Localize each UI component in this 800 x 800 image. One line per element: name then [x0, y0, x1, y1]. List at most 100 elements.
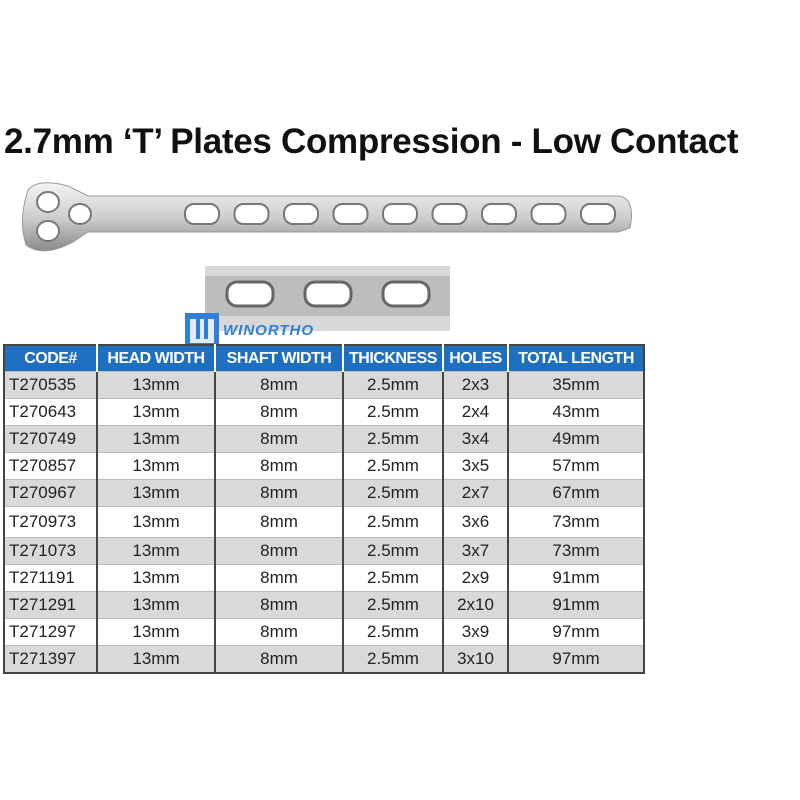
cell-code: T270857 [4, 452, 97, 480]
cell-thickness: 2.5mm [342, 506, 443, 538]
cell-thickness: 2.5mm [342, 591, 443, 619]
cell-holes: 2x10 [442, 591, 508, 619]
cell-total-length: 57mm [507, 452, 644, 480]
cell-total-length: 91mm [507, 591, 644, 619]
column-header-holes: HOLES [442, 345, 508, 372]
column-header-code: CODE# [4, 345, 97, 372]
cell-code: T270535 [4, 371, 97, 399]
cell-shaft-width: 8mm [214, 479, 343, 507]
table-row: T270967 13mm 8mm 2.5mm 2x7 67mm [4, 479, 644, 507]
table-row: T270749 13mm 8mm 2.5mm 3x4 49mm [4, 425, 644, 453]
cell-thickness: 2.5mm [342, 564, 443, 592]
plate-hole [233, 203, 270, 225]
cell-total-length: 73mm [507, 506, 644, 538]
cell-total-length: 43mm [507, 398, 644, 426]
cell-code: T270749 [4, 425, 97, 453]
cell-head-width: 13mm [96, 591, 215, 619]
column-header-head-width: HEAD WIDTH [96, 345, 215, 372]
cell-code: T271291 [4, 591, 97, 619]
cell-shaft-width: 8mm [214, 591, 343, 619]
cell-shaft-width: 8mm [214, 645, 343, 673]
cell-shaft-width: 8mm [214, 564, 343, 592]
cell-head-width: 13mm [96, 479, 215, 507]
cell-shaft-width: 8mm [214, 506, 343, 538]
cell-thickness: 2.5mm [342, 371, 443, 399]
cell-holes: 3x7 [442, 537, 508, 565]
table-row: T270857 13mm 8mm 2.5mm 3x5 57mm [4, 452, 644, 480]
cell-code: T271297 [4, 618, 97, 646]
cell-thickness: 2.5mm [342, 425, 443, 453]
winortho-logo: WINORTHO [185, 313, 314, 347]
cell-code: T270643 [4, 398, 97, 426]
table-row: T271297 13mm 8mm 2.5mm 3x9 97mm [4, 618, 644, 646]
cell-shaft-width: 8mm [214, 425, 343, 453]
cell-code: T270973 [4, 506, 97, 538]
cell-head-width: 13mm [96, 371, 215, 399]
column-header-total-length: TOTAL LENGTH [507, 345, 644, 372]
cell-holes: 3x6 [442, 506, 508, 538]
plate-hole [431, 203, 468, 225]
plate-hole [530, 203, 567, 225]
table-row: T270973 13mm 8mm 2.5mm 3x6 73mm [4, 506, 644, 538]
cell-total-length: 97mm [507, 645, 644, 673]
cell-holes: 2x9 [442, 564, 508, 592]
logo-text: WINORTHO [223, 321, 315, 339]
cell-holes: 2x3 [442, 371, 508, 399]
cell-shaft-width: 8mm [214, 398, 343, 426]
cell-shaft-width: 8mm [214, 618, 343, 646]
t-plate-image [22, 182, 632, 252]
cell-shaft-width: 8mm [214, 537, 343, 565]
cell-shaft-width: 8mm [214, 452, 343, 480]
table-row: T270643 13mm 8mm 2.5mm 2x4 43mm [4, 398, 644, 426]
page-title: 2.7mm ‘T’ Plates Compression - Low Conta… [4, 122, 739, 161]
cell-code: T271191 [4, 564, 97, 592]
column-header-thickness: THICKNESS [342, 345, 443, 372]
table-header-row: CODE# HEAD WIDTH SHAFT WIDTH THICKNESS H… [4, 345, 644, 372]
cell-total-length: 35mm [507, 371, 644, 399]
cell-thickness: 2.5mm [342, 398, 443, 426]
cell-code: T271073 [4, 537, 97, 565]
cell-total-length: 73mm [507, 537, 644, 565]
cell-head-width: 13mm [96, 398, 215, 426]
cell-head-width: 13mm [96, 564, 215, 592]
table-row: T271291 13mm 8mm 2.5mm 2x10 91mm [4, 591, 644, 619]
cell-total-length: 91mm [507, 564, 644, 592]
cell-holes: 3x4 [442, 425, 508, 453]
plate-underside-detail-image [205, 266, 450, 331]
plate-hole [580, 203, 616, 225]
cell-total-length: 67mm [507, 479, 644, 507]
table-row: T271191 13mm 8mm 2.5mm 2x9 91mm [4, 564, 644, 592]
cell-thickness: 2.5mm [342, 537, 443, 565]
cell-holes: 3x9 [442, 618, 508, 646]
plate-hole [481, 203, 517, 225]
cell-head-width: 13mm [96, 645, 215, 673]
plate-hole [283, 203, 319, 225]
cell-code: T270967 [4, 479, 97, 507]
plate-hole [332, 203, 369, 225]
cell-holes: 3x5 [442, 452, 508, 480]
cell-thickness: 2.5mm [342, 618, 443, 646]
cell-holes: 2x7 [442, 479, 508, 507]
cell-shaft-width: 8mm [214, 371, 343, 399]
spec-table: CODE# HEAD WIDTH SHAFT WIDTH THICKNESS H… [3, 344, 645, 674]
cell-holes: 3x10 [442, 645, 508, 673]
column-header-shaft-width: SHAFT WIDTH [214, 345, 343, 372]
table-row: T270535 13mm 8mm 2.5mm 2x3 35mm [4, 371, 644, 399]
cell-head-width: 13mm [96, 506, 215, 538]
winortho-logo-icon [185, 313, 219, 347]
cell-total-length: 49mm [507, 425, 644, 453]
plate-hole [184, 203, 220, 225]
cell-total-length: 97mm [507, 618, 644, 646]
cell-head-width: 13mm [96, 452, 215, 480]
plate-hole [382, 203, 418, 225]
cell-holes: 2x4 [442, 398, 508, 426]
cell-code: T271397 [4, 645, 97, 673]
cell-head-width: 13mm [96, 425, 215, 453]
cell-thickness: 2.5mm [342, 479, 443, 507]
table-row: T271397 13mm 8mm 2.5mm 3x10 97mm [4, 645, 644, 673]
cell-head-width: 13mm [96, 537, 215, 565]
cell-thickness: 2.5mm [342, 452, 443, 480]
cell-thickness: 2.5mm [342, 645, 443, 673]
cell-head-width: 13mm [96, 618, 215, 646]
table-row: T271073 13mm 8mm 2.5mm 3x7 73mm [4, 537, 644, 565]
